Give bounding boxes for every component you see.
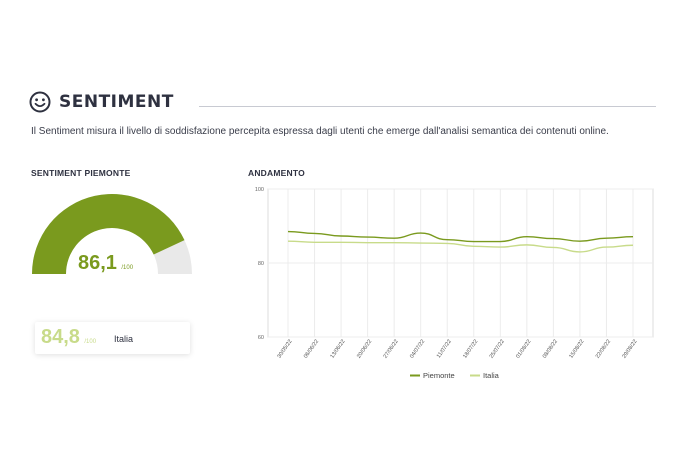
gauge-value-suffix: /100 <box>121 265 134 271</box>
x-tick-label: 01/08/22 <box>515 339 532 360</box>
x-tick-label: 30/05/22 <box>276 339 293 360</box>
sentiment-gauge: 86,1 /100 <box>30 190 195 300</box>
italia-value: 84,8 /100 <box>41 326 96 349</box>
gauge-value-number: 86,1 <box>78 252 117 274</box>
x-tick-label: 11/07/22 <box>436 339 453 360</box>
section-description: Il Sentiment misura il livello di soddis… <box>31 126 609 137</box>
x-tick-label: 13/06/22 <box>330 339 347 360</box>
x-tick-label: 18/07/22 <box>462 339 479 360</box>
y-tick-label: 100 <box>255 187 264 193</box>
trend-panel-title: ANDAMENTO <box>248 168 305 178</box>
section-title: SENTIMENT <box>59 92 174 112</box>
smiley-icon <box>29 91 51 113</box>
y-tick-label: 80 <box>258 261 264 267</box>
x-tick-label: 15/08/22 <box>568 339 585 360</box>
series-line-piemonte <box>287 230 634 243</box>
x-tick-label: 06/06/22 <box>303 339 320 360</box>
trend-chart: 60 80 100 30/05/22 06/06/22 13/06/22 20/06/22 2… <box>255 187 654 380</box>
x-tick-label: 04/07/22 <box>409 339 426 360</box>
x-tick-label: 20/06/22 <box>356 339 373 360</box>
y-tick-label: 60 <box>258 335 264 341</box>
italia-label: Italia <box>114 334 134 344</box>
legend-label: Italia <box>483 371 500 380</box>
x-tick-label: 29/08/22 <box>621 339 638 360</box>
italia-value-number: 84,8 <box>41 326 80 348</box>
piemonte-panel-title: SENTIMENT PIEMONTE <box>31 168 131 178</box>
series-line-italia <box>287 240 634 253</box>
gauge-value: 86,1 /100 <box>78 252 178 275</box>
italia-card: 84,8 /100 Italia <box>35 322 190 354</box>
gauge-graphic <box>32 193 192 274</box>
italia-value-suffix: /100 <box>84 339 97 345</box>
x-tick-label: 08/08/22 <box>542 339 559 360</box>
x-tick-label: 25/07/22 <box>489 339 506 360</box>
legend-label: Piemonte <box>423 371 455 380</box>
section-header: SENTIMENT <box>29 90 656 116</box>
x-tick-label: 22/08/22 <box>595 339 612 360</box>
gauge-fill <box>32 193 185 274</box>
x-tick-label: 27/06/22 <box>383 339 400 360</box>
title-divider <box>199 106 656 107</box>
